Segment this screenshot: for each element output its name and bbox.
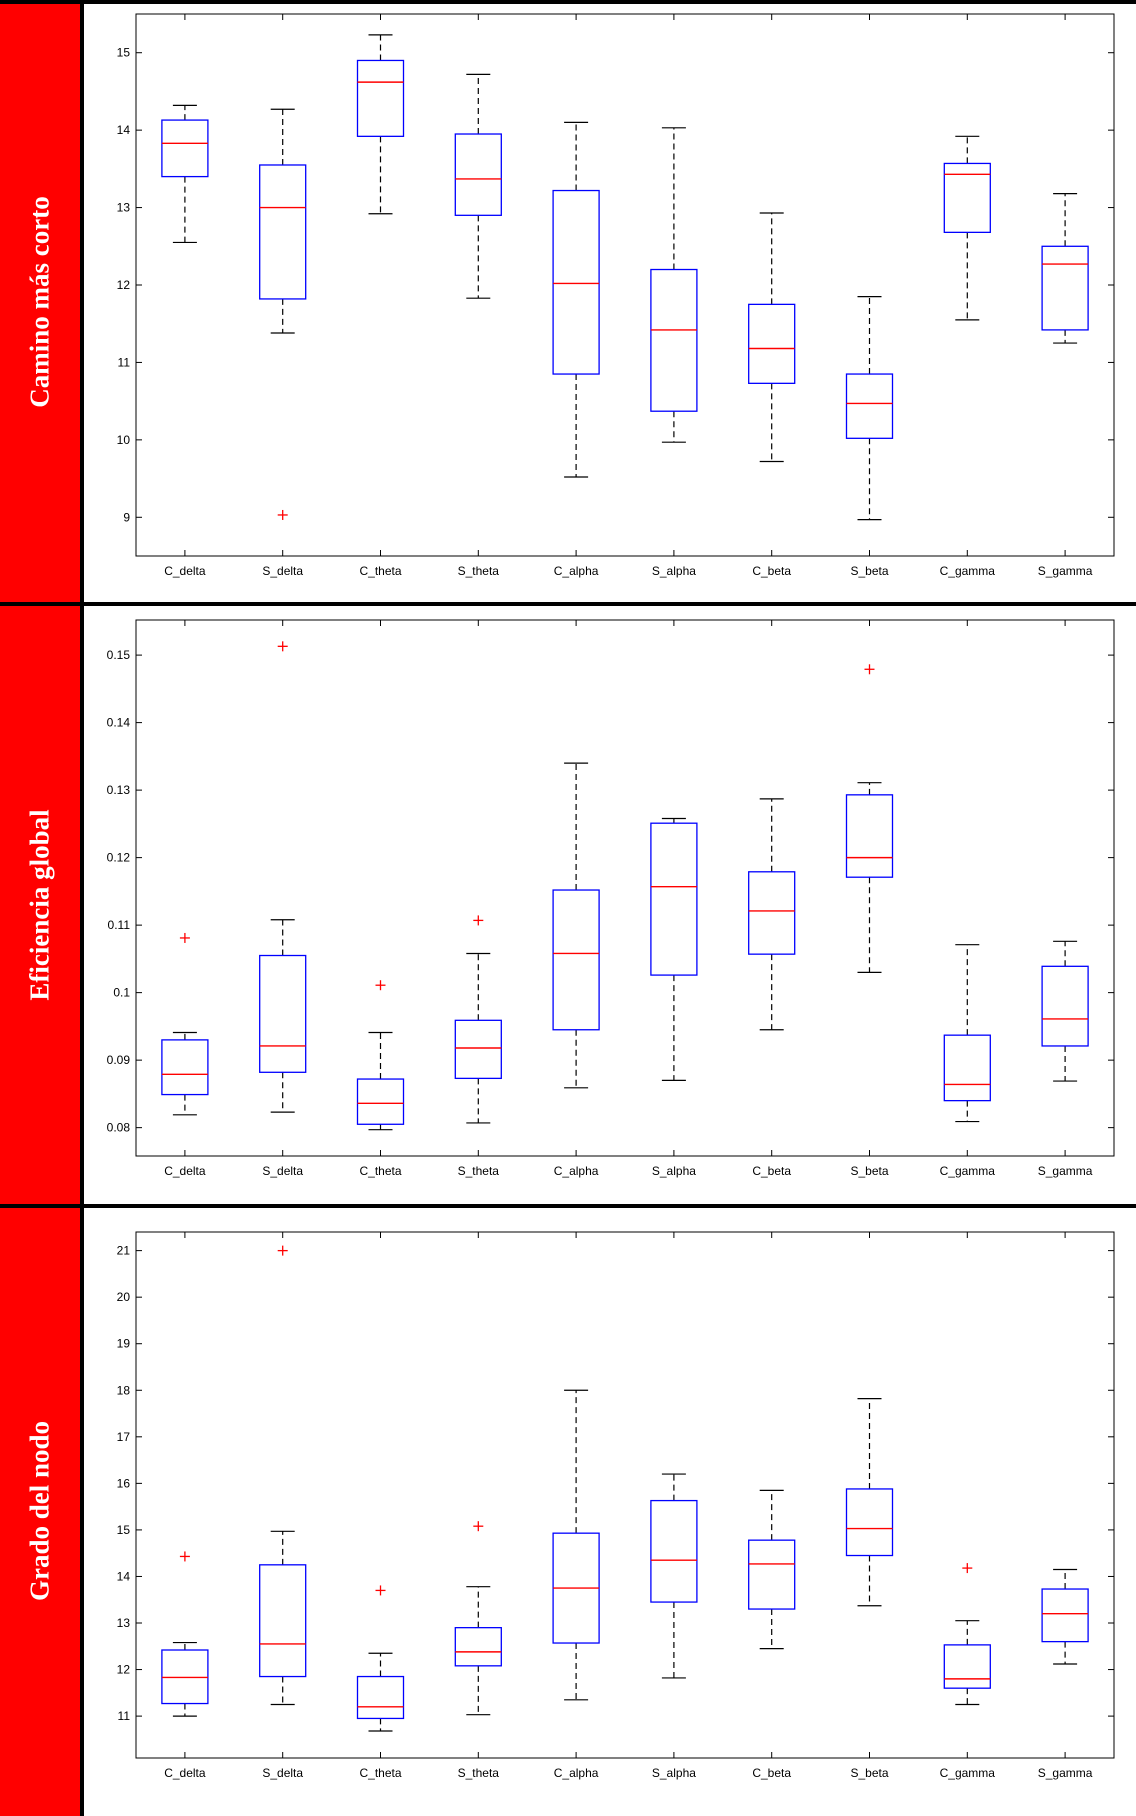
box-S_alpha [650,1499,698,1603]
x-tick-label: S_gamma [1038,564,1093,578]
plot-area-3 [135,1231,1115,1759]
box-C_theta [356,59,405,137]
box-C_theta [356,1675,405,1720]
x-tick-label: C_delta [164,1766,206,1780]
y-tick-label: 14 [117,123,131,137]
y-tick-label: 14 [117,1569,131,1583]
x-tick-label: S_alpha [652,1766,696,1780]
x-tick-label: S_beta [850,1766,888,1780]
x-tick-label: S_theta [458,1766,500,1780]
box-S_alpha [650,822,698,976]
x-tick-label: S_delta [262,1164,303,1178]
x-tick-label: S_gamma [1038,1766,1093,1780]
x-tick-label: C_theta [359,1766,401,1780]
sidebar-camino: Camino más corto [0,0,84,604]
box-S_delta [259,164,307,300]
box-C_gamma [943,1644,991,1689]
box-S_gamma [1041,1588,1089,1643]
box-C_gamma [943,1034,991,1102]
box-S_theta [454,133,502,216]
plot-area-2 [135,619,1115,1157]
y-tick-label: 20 [117,1290,131,1304]
y-tick-label: 0.09 [107,1053,131,1067]
y-tick-label: 21 [117,1244,131,1258]
sidebar-eficiencia: Eficiencia global [0,604,84,1206]
box-S_gamma [1041,245,1089,331]
box-C_alpha [552,189,600,375]
y-tick-label: 0.11 [108,918,131,932]
x-tick-label: S_alpha [652,1164,696,1178]
x-tick-label: S_delta [262,564,303,578]
box-S_beta [845,373,894,439]
y-tick-label: 0.14 [107,716,131,730]
box-C_alpha [552,889,600,1031]
box-C_beta [748,871,796,955]
x-tick-label: C_theta [359,564,401,578]
x-tick-label: S_delta [262,1766,303,1780]
box-S_theta [454,1019,502,1080]
box-C_theta [356,1078,405,1125]
y-tick-label: 16 [117,1476,131,1490]
x-tick-label: C_theta [359,1164,401,1178]
x-tick-label: S_theta [458,1164,500,1178]
x-tick-label: C_alpha [554,1766,599,1780]
box-C_beta [748,303,796,384]
x-tick-label: C_alpha [554,564,599,578]
y-tick-label: 19 [117,1337,131,1351]
box-C_delta [161,119,209,178]
sidebar-grado: Grado del nodo [0,1206,84,1816]
separator-2 [0,1204,1136,1208]
y-tick-label: 0.12 [107,851,131,865]
x-tick-label: C_beta [752,1164,791,1178]
x-tick-label: S_theta [458,564,500,578]
y-tick-label: 0.1 [113,986,130,1000]
y-tick-label: 11 [118,355,131,369]
x-tick-label: S_gamma [1038,1164,1093,1178]
x-tick-label: C_alpha [554,1164,599,1178]
y-tick-label: 9 [123,510,130,524]
plot-area-1 [135,13,1115,557]
y-tick-label: 12 [117,1663,131,1677]
box-C_gamma [943,162,991,233]
separator-top [0,0,1136,4]
y-tick-label: 15 [117,1523,131,1537]
x-tick-label: S_alpha [652,564,696,578]
y-tick-label: 15 [117,46,131,60]
x-tick-label: C_gamma [940,1766,996,1780]
box-S_theta [454,1627,502,1667]
y-tick-label: 10 [117,433,131,447]
x-tick-label: S_beta [850,1164,888,1178]
box-C_beta [748,1539,796,1610]
y-tick-label: 0.13 [107,783,131,797]
box-C_delta [161,1039,209,1096]
box-S_beta [845,794,894,878]
y-tick-label: 18 [117,1383,131,1397]
box-S_beta [845,1488,894,1557]
y-tick-label: 0.08 [107,1121,131,1135]
box-S_delta [259,954,307,1073]
x-tick-label: C_beta [752,564,791,578]
y-tick-label: 11 [118,1709,131,1723]
box-S_delta [259,1564,307,1678]
box-S_gamma [1041,965,1089,1047]
x-tick-label: C_gamma [940,564,996,578]
y-tick-label: 13 [117,201,131,215]
separator-1 [0,602,1136,606]
x-tick-label: S_beta [850,564,888,578]
y-tick-label: 17 [117,1430,131,1444]
y-tick-label: 12 [117,278,131,292]
box-S_alpha [650,268,698,412]
x-tick-label: C_beta [752,1766,791,1780]
x-tick-label: C_delta [164,1164,206,1178]
x-tick-label: C_delta [164,564,206,578]
y-tick-label: 13 [117,1616,131,1630]
y-tick-label: 0.15 [107,648,131,662]
x-tick-label: C_gamma [940,1164,996,1178]
